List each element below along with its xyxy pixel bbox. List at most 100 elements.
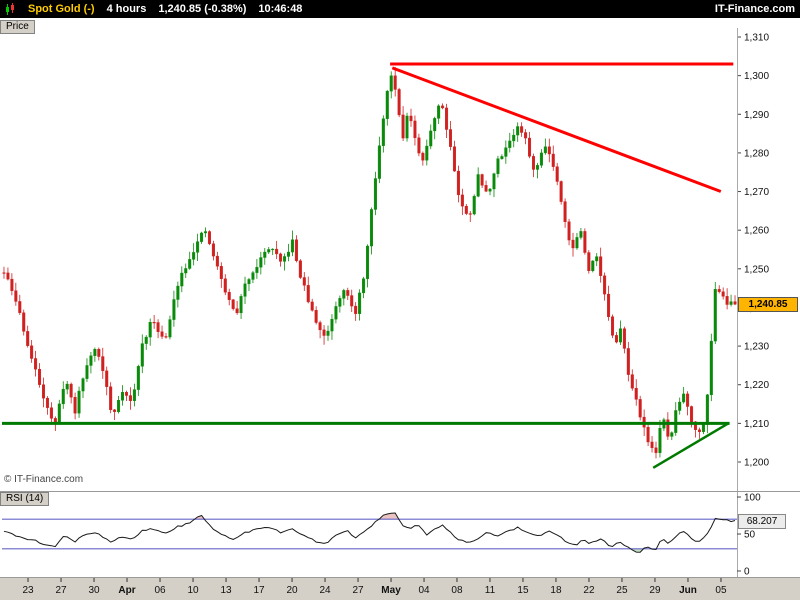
candle	[188, 251, 192, 270]
x-axis-label: 05	[715, 585, 727, 596]
candle	[160, 325, 164, 340]
candle	[666, 412, 670, 440]
brand-label: IT-Finance.com	[714, 3, 795, 15]
candle	[243, 276, 247, 305]
candle	[358, 289, 362, 321]
candle	[516, 122, 520, 142]
candle	[124, 390, 128, 402]
x-axis-label: 23	[22, 585, 34, 596]
candle	[421, 151, 425, 166]
candle	[259, 251, 263, 275]
candle	[45, 396, 49, 415]
candle	[298, 259, 302, 280]
candle	[117, 396, 121, 414]
candle	[334, 301, 338, 324]
candle	[227, 288, 231, 306]
candle	[362, 276, 366, 299]
candle	[559, 180, 563, 205]
price-chart-area[interactable]	[2, 28, 737, 490]
candle	[30, 340, 34, 363]
candle	[595, 253, 599, 267]
price-axis-label: 1,220	[744, 380, 769, 391]
candle	[306, 276, 310, 304]
candle	[713, 281, 717, 345]
x-axis-label: 10	[187, 585, 199, 596]
candle	[409, 108, 413, 127]
candle	[180, 266, 184, 293]
candle	[437, 104, 441, 124]
candle	[279, 252, 283, 267]
candle	[26, 325, 30, 348]
candle	[318, 320, 322, 339]
chart-canvas[interactable]: 1,310 1,300 1,290 1,280 1,270 1,260 1,250 1,240…	[0, 18, 800, 600]
rsi-chart-area[interactable]	[2, 492, 737, 577]
candle	[373, 171, 377, 216]
candle	[579, 227, 583, 240]
candle	[286, 243, 290, 262]
candle	[231, 298, 235, 311]
candle	[429, 124, 433, 150]
candle	[607, 285, 611, 321]
candle	[184, 263, 188, 278]
rsi-line	[3, 512, 736, 553]
candle	[77, 386, 81, 418]
ascending-trendline[interactable]	[652, 422, 729, 469]
price-axis-label: 1,310	[744, 33, 769, 44]
candle	[658, 419, 662, 458]
candle	[219, 262, 223, 288]
candle	[73, 392, 77, 420]
candle	[480, 173, 484, 188]
candle	[385, 89, 389, 126]
candle	[211, 240, 215, 261]
rsi-oversold-fill	[630, 548, 644, 553]
candle	[528, 131, 532, 159]
price-axis-label: 1,250	[744, 264, 769, 275]
candle	[425, 139, 429, 166]
candle	[322, 325, 326, 345]
candle	[389, 71, 393, 99]
candle	[14, 282, 18, 306]
rsi-value-badge: 68.207	[738, 514, 786, 529]
candle	[369, 207, 373, 255]
candle	[271, 248, 275, 256]
candle	[247, 277, 251, 291]
candle	[330, 314, 334, 340]
candle	[101, 347, 105, 379]
candle	[531, 153, 535, 178]
candle	[251, 270, 255, 284]
candle	[38, 363, 42, 388]
descending-trendline[interactable]	[391, 66, 722, 193]
x-axis-label: 25	[616, 585, 628, 596]
candle	[85, 358, 89, 382]
candle	[417, 133, 421, 157]
x-axis-label: 06	[154, 585, 166, 596]
candle	[650, 436, 654, 453]
candle	[200, 231, 204, 244]
candle	[547, 138, 551, 163]
candle	[725, 288, 729, 310]
x-axis-label: 08	[451, 585, 463, 596]
candle	[433, 116, 437, 140]
price-axis-label: 1,260	[744, 226, 769, 237]
price-axis-label: 1,290	[744, 110, 769, 121]
candle	[555, 162, 559, 186]
clock-label: 10:46:48	[258, 3, 303, 15]
candle	[504, 140, 508, 164]
candle	[512, 129, 516, 148]
rsi-panel-tab[interactable]: RSI (14)	[0, 492, 50, 506]
candle	[326, 325, 330, 341]
candle	[397, 87, 401, 118]
time-axis-strip[interactable]	[0, 578, 800, 600]
candle	[456, 165, 460, 203]
candle	[61, 381, 65, 409]
candle	[164, 333, 168, 339]
x-axis-label: Jun	[679, 585, 697, 596]
x-axis-label: 24	[319, 585, 331, 596]
candle	[239, 293, 243, 320]
x-axis-label: 15	[517, 585, 529, 596]
candle	[729, 294, 733, 307]
candle	[646, 424, 650, 447]
candle	[342, 288, 346, 306]
price-panel-tab[interactable]: Price	[0, 20, 35, 34]
candle	[563, 198, 567, 228]
